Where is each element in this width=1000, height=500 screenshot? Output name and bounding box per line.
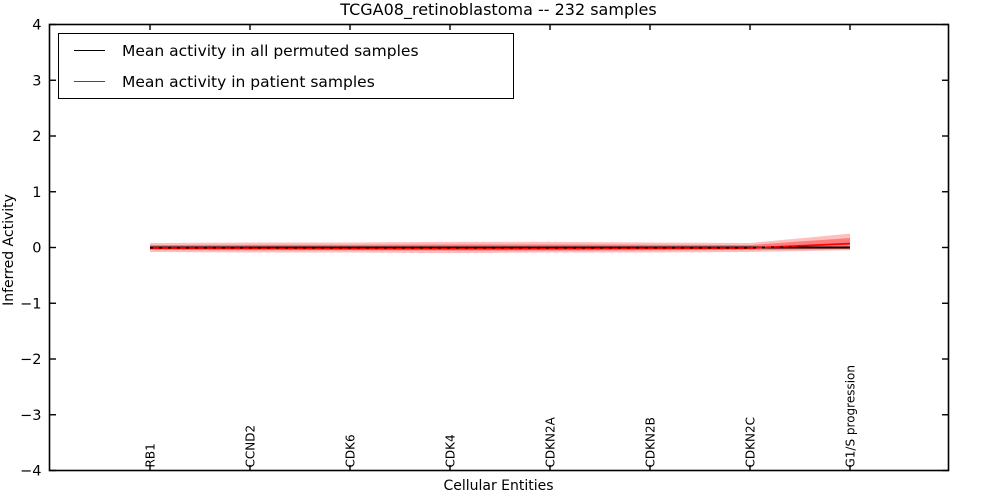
legend-line-sample-red <box>74 81 105 82</box>
y-tick-label: −4 <box>20 464 41 480</box>
y-tick-label: 2 <box>32 129 41 145</box>
legend-line-sample-black <box>74 50 105 51</box>
x-tick-label: CDKN2C <box>744 417 758 467</box>
legend-label: Mean activity in all permuted samples <box>122 41 419 60</box>
y-tick-label: −2 <box>20 352 41 368</box>
legend-label: Mean activity in patient samples <box>122 72 375 91</box>
legend: Mean activity in all permuted samples Me… <box>58 33 514 99</box>
legend-item-patient: Mean activity in patient samples <box>59 71 513 93</box>
x-axis-label: Cellular Entities <box>443 478 554 494</box>
y-tick-label: −1 <box>20 296 41 312</box>
x-tick-label: RB1 <box>144 443 158 467</box>
x-tick-label: G1/S progression <box>844 365 858 468</box>
chart-title: TCGA08_retinoblastoma -- 232 samples <box>340 0 657 19</box>
legend-item-permuted: Mean activity in all permuted samples <box>59 40 513 62</box>
x-tick-label: CDK4 <box>444 434 458 467</box>
x-tick-label: CDKN2A <box>544 416 558 467</box>
x-tick-label: CDKN2B <box>644 417 658 467</box>
y-tick-label: 4 <box>32 18 41 34</box>
y-tick-label: 3 <box>32 73 41 89</box>
x-tick-label: CCND2 <box>244 425 258 468</box>
patient-mean-line <box>149 242 851 250</box>
y-tick-label: 1 <box>32 185 41 201</box>
y-axis-label: Inferred Activity <box>1 194 17 306</box>
x-tick-label: CDK6 <box>344 434 358 467</box>
y-tick-label: −3 <box>20 408 41 424</box>
y-tick-label: 0 <box>32 241 41 257</box>
